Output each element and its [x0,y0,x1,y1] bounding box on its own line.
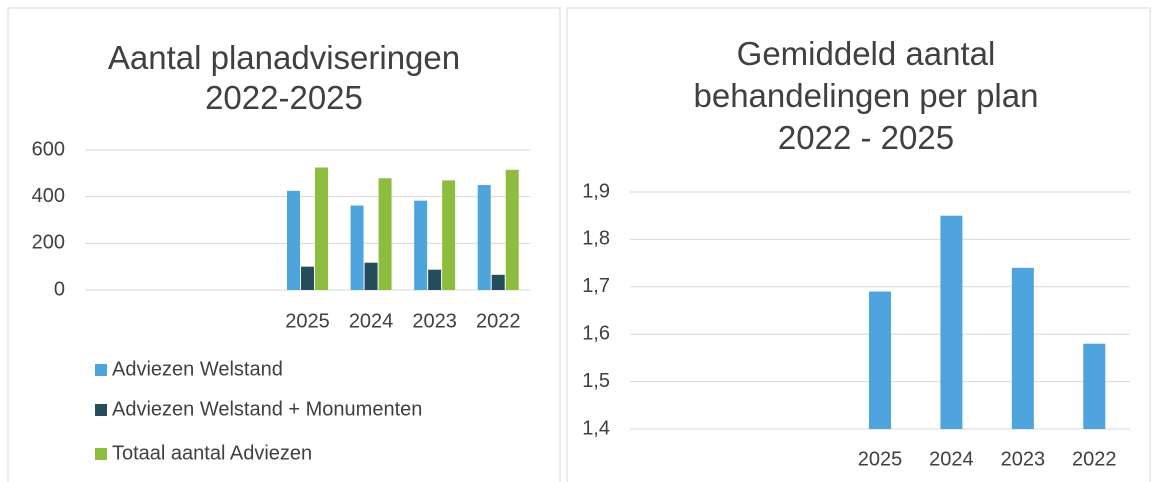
bar [1011,267,1034,429]
bar [442,180,456,290]
y-tick-label: 1,9 [582,180,610,202]
y-tick-label: 0 [54,278,65,300]
bar [428,269,442,290]
legend-label: Adviezen Welstand + Monumenten [112,398,422,420]
y-tick-label: 400 [32,185,65,207]
x-tick-label: 2025 [285,310,330,332]
x-tick-label: 2022 [1072,448,1117,470]
bar [505,169,519,290]
chart-title: Gemiddeld aantal behandelingen per plan 20… [694,35,1039,156]
x-tick-label: 2023 [1001,448,1046,470]
chart-title: Aantal planadviseringen 2022-2025 [108,39,460,116]
legend-swatch [95,404,107,416]
bar [364,262,378,290]
panel [566,7,1151,482]
y-tick-label: 1,4 [582,417,610,439]
legend-label: Totaal aantal Adviezen [112,442,312,464]
panel [7,7,561,482]
x-tick-label: 2025 [858,448,903,470]
y-tick-label: 1,5 [582,370,610,392]
bar [869,291,891,429]
x-tick-label: 2023 [412,310,457,332]
x-tick-label: 2022 [476,310,521,332]
legend-swatch [95,448,107,460]
y-tick-label: 1,7 [582,275,610,297]
y-tick-label: 200 [32,232,65,254]
y-tick-label: 1,8 [582,228,610,250]
y-tick-label: 1,6 [582,322,610,344]
legend-label: Adviezen Welstand [112,358,283,380]
bar [491,274,505,290]
bar [287,190,300,290]
bar [477,185,491,290]
x-tick-label: 2024 [349,310,394,332]
bar [414,200,428,290]
legend-swatch [95,364,107,376]
x-tick-label: 2024 [929,448,974,470]
bar [940,215,963,429]
bar [301,266,314,290]
bar [1083,343,1106,429]
bar [378,178,392,290]
bar [350,205,364,290]
bar [315,167,328,290]
y-tick-label: 600 [32,138,65,160]
